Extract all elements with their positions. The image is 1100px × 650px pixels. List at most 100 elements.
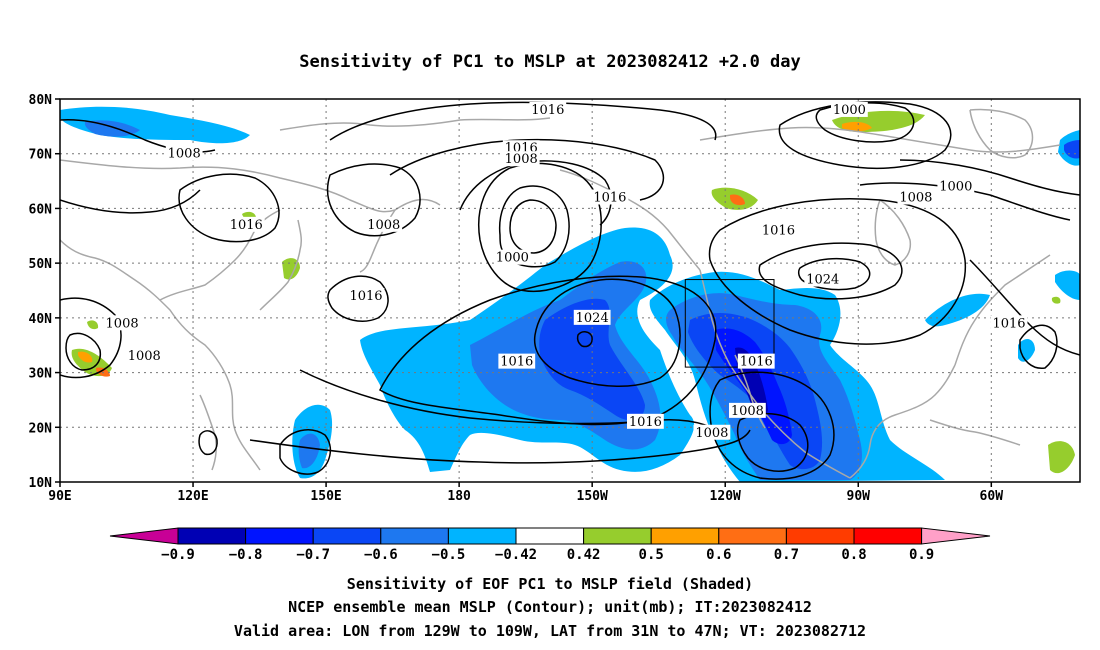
contour-label-bg — [529, 101, 567, 117]
shade-pos-tibet — [87, 320, 99, 330]
contour-label: 1016 — [591, 189, 629, 205]
lat-tick-label: 20N — [29, 421, 53, 436]
lat-tick-label: 30N — [29, 367, 53, 382]
colorbar-swatch — [245, 527, 314, 545]
contour-label-text: 1024 — [806, 273, 839, 288]
contour-label-text: 1008 — [128, 349, 161, 364]
colorbar-swatch — [177, 527, 247, 545]
coast-asia-east — [60, 239, 261, 471]
contour-label: 1008 — [165, 145, 203, 162]
lon-tick-label: 60W — [980, 489, 1004, 504]
contour-label-text: 1024 — [576, 311, 609, 326]
lon-tick-label: 90E — [48, 489, 71, 504]
colorbar-swatch — [583, 527, 652, 545]
caption-line-2: NCEP ensemble mean MSLP (Contour); unit(… — [288, 598, 812, 616]
coast-gulf-mexico — [849, 364, 956, 479]
valid-area-box — [684, 279, 775, 368]
colorbar-swatch — [718, 527, 787, 545]
contour-small-loop-2 — [576, 331, 593, 348]
contour-label-bg — [493, 249, 531, 265]
contour-label-text: 1008 — [505, 152, 538, 167]
contour-label: 1016 — [626, 413, 664, 430]
colorbar-low-extend — [109, 527, 179, 545]
lon-tick-label: 150W — [577, 489, 608, 504]
contour-label-text: 1000 — [833, 103, 866, 118]
contour-small-loop-pacific — [198, 430, 218, 456]
contour-label-text: 1008 — [106, 316, 139, 331]
contour-1024-us-inner — [797, 257, 871, 291]
lon-tick-label: 180 — [447, 489, 471, 504]
contour-label: 1008 — [897, 189, 935, 205]
contour-label: 1000 — [830, 101, 868, 118]
contour-1016-north — [389, 138, 665, 201]
contour-label-text: 1016 — [230, 218, 263, 233]
coast-siberia — [60, 159, 441, 213]
lat-tick-label: 60N — [29, 202, 53, 217]
lat-tick-label: 40N — [29, 312, 53, 327]
coastlines — [60, 108, 1061, 479]
contour-1008-india-inner — [65, 332, 102, 371]
shade-pos-caribbean-small — [1051, 296, 1061, 304]
contour-label-bg — [990, 315, 1028, 331]
contour-1008-mexico — [736, 412, 809, 472]
contour-label-bg — [103, 315, 141, 331]
contour-1016-atlantic-east — [969, 259, 1080, 356]
colorbar-swatch — [447, 527, 517, 545]
longitude-axis: 90E 120E 150E 180 150W 120W 90W 60W — [48, 482, 1003, 504]
contour-1016-high-outer — [379, 275, 717, 426]
colorbar-label: 0.7 — [774, 547, 799, 563]
lon-tick-label: 120W — [710, 489, 741, 504]
contour-1016-south — [299, 369, 731, 441]
coast-east-us — [954, 254, 1051, 366]
shade-neg-central-pacific-core — [539, 298, 645, 421]
shade-neg-west-pacific-inner — [298, 433, 320, 469]
contour-label-bg — [693, 424, 731, 440]
lon-tick-label: 150E — [310, 489, 341, 504]
shade-pos-india-core — [78, 351, 93, 363]
colorbar-label: 0.8 — [841, 547, 866, 563]
contour-1000-north-atlantic — [899, 159, 1080, 196]
colorbar-label: 0.42 — [567, 547, 601, 563]
contour-1024-us — [758, 242, 903, 300]
contour-label: 1024 — [804, 271, 842, 288]
contour-1016-atlantic-loop — [1019, 324, 1058, 369]
contour-label: 1016 — [498, 353, 536, 370]
contour-label: 1016 — [529, 101, 567, 118]
lat-tick-label: 80N — [29, 93, 53, 108]
contour-1016-kamchatka — [327, 275, 389, 322]
contour-label-text: 1016 — [531, 103, 564, 118]
coast-arctic — [279, 117, 551, 131]
contour-1008-north-atlantic — [859, 182, 1071, 221]
contour-label: 1000 — [493, 249, 531, 266]
colorbar-label: −0.42 — [495, 547, 537, 563]
contour-label-bg — [804, 271, 842, 287]
shade-neg-atlantic-mid — [925, 293, 990, 327]
figure-title: Sensitivity of PC1 to MSLP at 2023082412… — [299, 52, 801, 72]
contour-label-bg — [737, 353, 775, 369]
contour-label-bg — [897, 189, 935, 205]
contour-label-bg — [365, 216, 403, 232]
contour-1016-asia-2 — [60, 189, 201, 214]
coast-north-america-west — [699, 269, 851, 479]
contour-label-text: 1008 — [731, 404, 764, 419]
shade-pos-caribbean — [1048, 441, 1075, 474]
contour-1016-west-pacific — [326, 163, 421, 237]
gridlines — [60, 99, 1080, 482]
colorbar-label: 0.9 — [909, 547, 934, 563]
contour-label: 1016 — [737, 353, 775, 370]
coast-canada-north — [699, 126, 1061, 153]
contour-label-bg — [227, 216, 265, 232]
contour-label: 1016 — [347, 287, 385, 304]
contour-label-text: 1016 — [349, 289, 382, 304]
contour-1008-india — [60, 297, 122, 379]
colorbar-label: −0.9 — [161, 547, 195, 563]
coast-greenland — [969, 108, 1034, 159]
contour-label: 1024 — [573, 309, 611, 326]
contour-label: 1008 — [365, 216, 403, 233]
contour-label-bg — [347, 287, 385, 303]
contour-label: 1008 — [693, 424, 731, 441]
contour-label-bg — [760, 222, 797, 238]
contour-label: 1008 — [502, 151, 540, 167]
contour-1008-low-outer — [478, 162, 602, 292]
